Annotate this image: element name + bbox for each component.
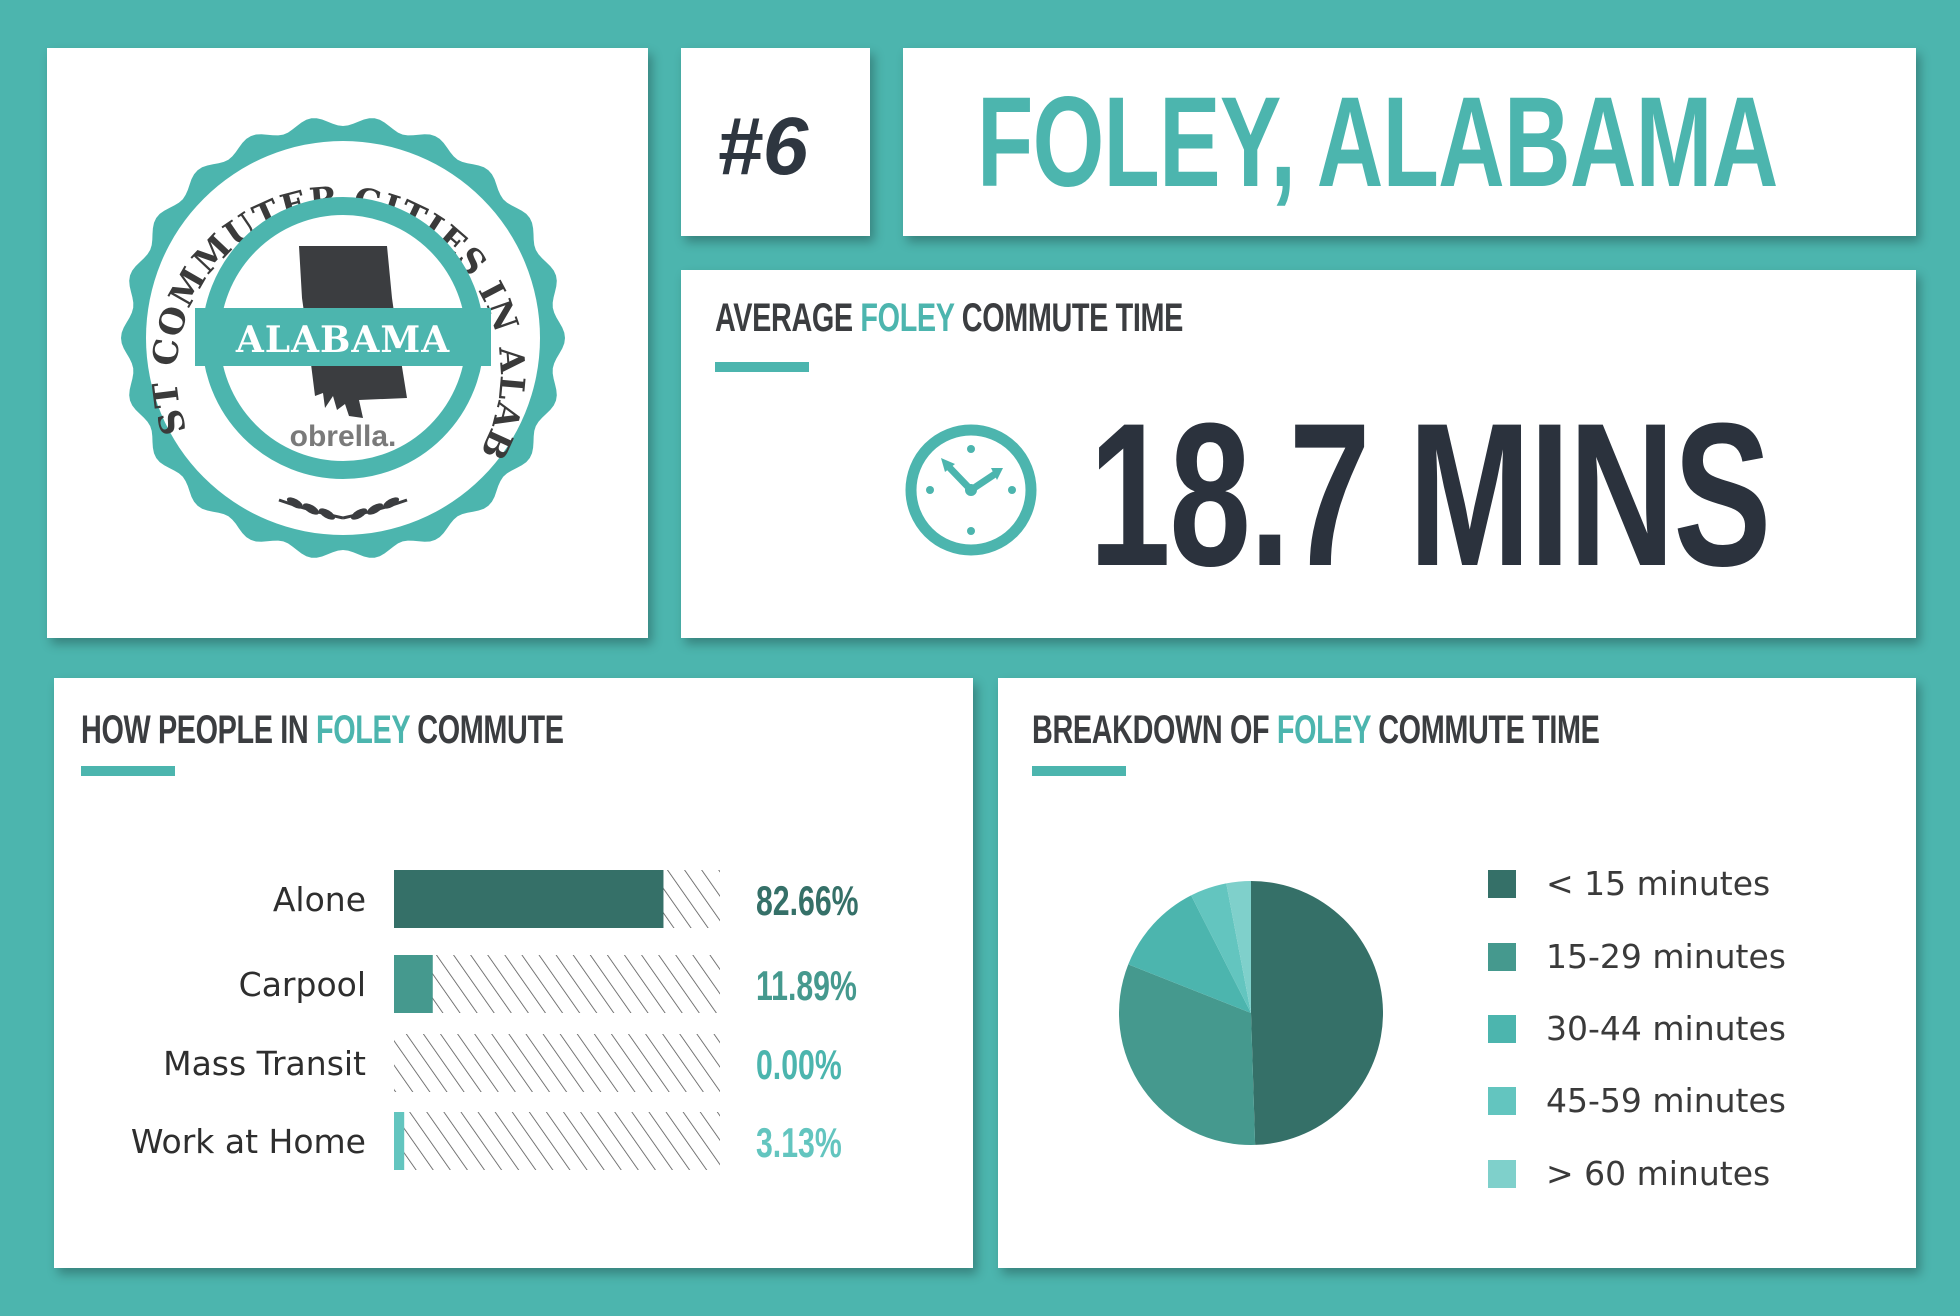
title-underline [81, 766, 175, 776]
bar-track [394, 955, 720, 1013]
legend-label: < 15 minutes [1546, 864, 1771, 903]
legend-label: 15-29 minutes [1546, 937, 1786, 976]
laurel-icon [278, 497, 408, 520]
title-post: COMMUTE [409, 708, 564, 752]
title-post: COMMUTE TIME [1370, 708, 1600, 752]
bar-value-label: 3.13% [756, 1119, 842, 1166]
legend-label: > 60 minutes [1546, 1154, 1771, 1193]
legend-swatch [1488, 1160, 1516, 1188]
bar-track [394, 1034, 720, 1092]
pie-slice [1128, 895, 1251, 1013]
title-pre: BREAKDOWN OF [1032, 708, 1277, 752]
bar-value-label: 11.89% [756, 962, 857, 1009]
bar-track [394, 1112, 720, 1170]
bar [394, 955, 433, 1013]
average-commute-value: 18.7 MINS [1089, 381, 1771, 609]
bar-value-label: 0.00% [756, 1041, 842, 1088]
rank-number: #6 [717, 101, 809, 192]
pie-slice [1226, 881, 1251, 1013]
title-pre: AVERAGE [715, 296, 861, 340]
commute-time-title: BREAKDOWN OF FOLEY COMMUTE TIME [1032, 708, 1600, 753]
legend-label: 45-59 minutes [1546, 1081, 1786, 1120]
title-underline [715, 362, 809, 372]
bar-category-label: Work at Home [131, 1122, 366, 1161]
title-accent: FOLEY [860, 296, 955, 340]
legend-swatch [1488, 870, 1516, 898]
title-accent: FOLEY [1276, 708, 1371, 752]
badge-banner-text: ALABAMA [235, 319, 450, 361]
commute-mode-title: HOW PEOPLE IN FOLEY COMMUTE [81, 708, 564, 753]
rank-card: #6 [681, 48, 870, 236]
city-card: FOLEY, ALABAMA [903, 48, 1916, 236]
bar-category-label: Alone [273, 880, 366, 919]
bar-category-label: Carpool [239, 965, 366, 1004]
pie-slice [1119, 964, 1256, 1145]
commute-mode-card: HOW PEOPLE IN FOLEY COMMUTE Alone 82.66% C… [54, 678, 973, 1268]
legend-swatch [1488, 1087, 1516, 1115]
average-commute-card: AVERAGE FOLEY COMMUTE TIME 18.7 MINS [681, 270, 1916, 638]
pie-slice [1251, 881, 1384, 1145]
legend-swatch [1488, 1015, 1516, 1043]
average-commute-title: AVERAGE FOLEY COMMUTE TIME [715, 296, 1183, 341]
badge-brand: obrella. [290, 420, 397, 453]
city-title: FOLEY, ALABAMA [977, 71, 1778, 214]
badge-banner [195, 308, 491, 366]
legend-swatch [1488, 943, 1516, 971]
pie-slice [1191, 883, 1251, 1013]
bar-value-label: 82.66% [756, 877, 859, 924]
title-accent: FOLEY [315, 708, 410, 752]
bar-category-label: Mass Transit [163, 1044, 366, 1083]
title-post: COMMUTE TIME [954, 296, 1184, 340]
commute-mode-bar-chart: Alone 82.66% Carpool 11.89% Mass Transit 0.00… [131, 870, 859, 1170]
legend-label: 30-44 minutes [1546, 1009, 1786, 1048]
commute-time-card: BREAKDOWN OF FOLEY COMMUTE TIME < 15 min… [998, 678, 1916, 1268]
title-underline [1032, 766, 1126, 776]
clock-icon [905, 424, 1037, 556]
bar [394, 1112, 405, 1170]
bar [394, 870, 664, 928]
badge-card: 25 BEST COMMUTER CITIES IN ALABAMA ALABA… [47, 48, 648, 638]
badge-seal: 25 BEST COMMUTER CITIES IN ALABAMA ALABA… [47, 48, 565, 558]
title-pre: HOW PEOPLE IN [81, 708, 316, 752]
commute-time-pie-chart [1119, 881, 1384, 1145]
